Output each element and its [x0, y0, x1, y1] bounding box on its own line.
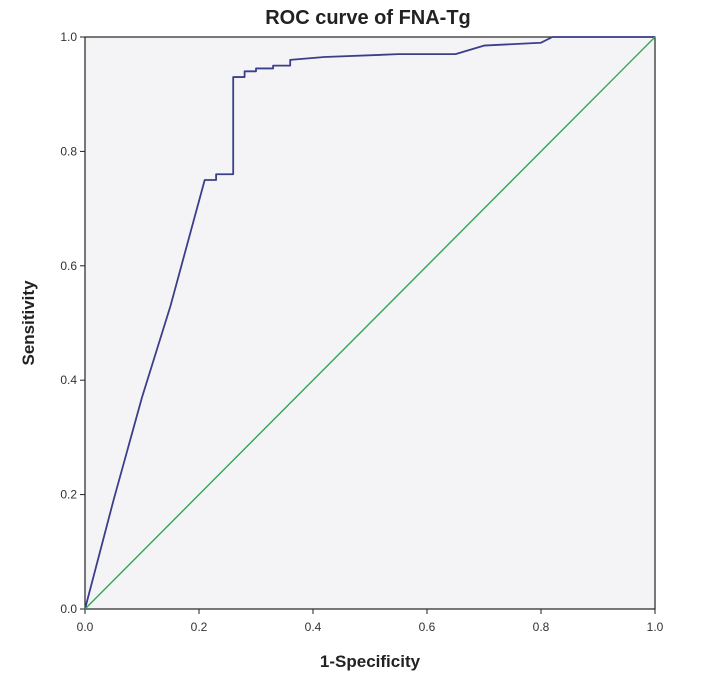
x-tick-label: 0.6 [419, 620, 436, 634]
y-tick-label: 1.0 [60, 30, 77, 44]
y-axis-label: Sensitivity [19, 280, 38, 366]
roc-curve-line [84, 36, 655, 610]
reference-diagonal-line [84, 36, 656, 610]
y-tick-label: 0.2 [60, 488, 77, 502]
x-tick-label: 0.8 [533, 620, 550, 634]
y-tick-label: 0.6 [60, 259, 77, 273]
chart-title: ROC curve of FNA-Tg [265, 7, 471, 29]
y-tick-label: 0.8 [60, 144, 77, 158]
axis-ticks: 0.0 0.2 0.4 0.6 0.8 1.0 0.0 0.2 0.4 0.6 0.8 1.0 [60, 30, 663, 634]
x-tick-label: 0.0 [77, 620, 94, 634]
x-tick-label: 1.0 [647, 620, 664, 634]
series-layer [84, 36, 656, 610]
x-tick-label: 0.2 [191, 620, 208, 634]
y-tick-label: 0.4 [60, 373, 77, 387]
x-tick-label: 0.4 [305, 620, 322, 634]
x-axis-label: 1-Specificity [320, 652, 421, 671]
y-tick-label: 0.0 [60, 602, 77, 616]
